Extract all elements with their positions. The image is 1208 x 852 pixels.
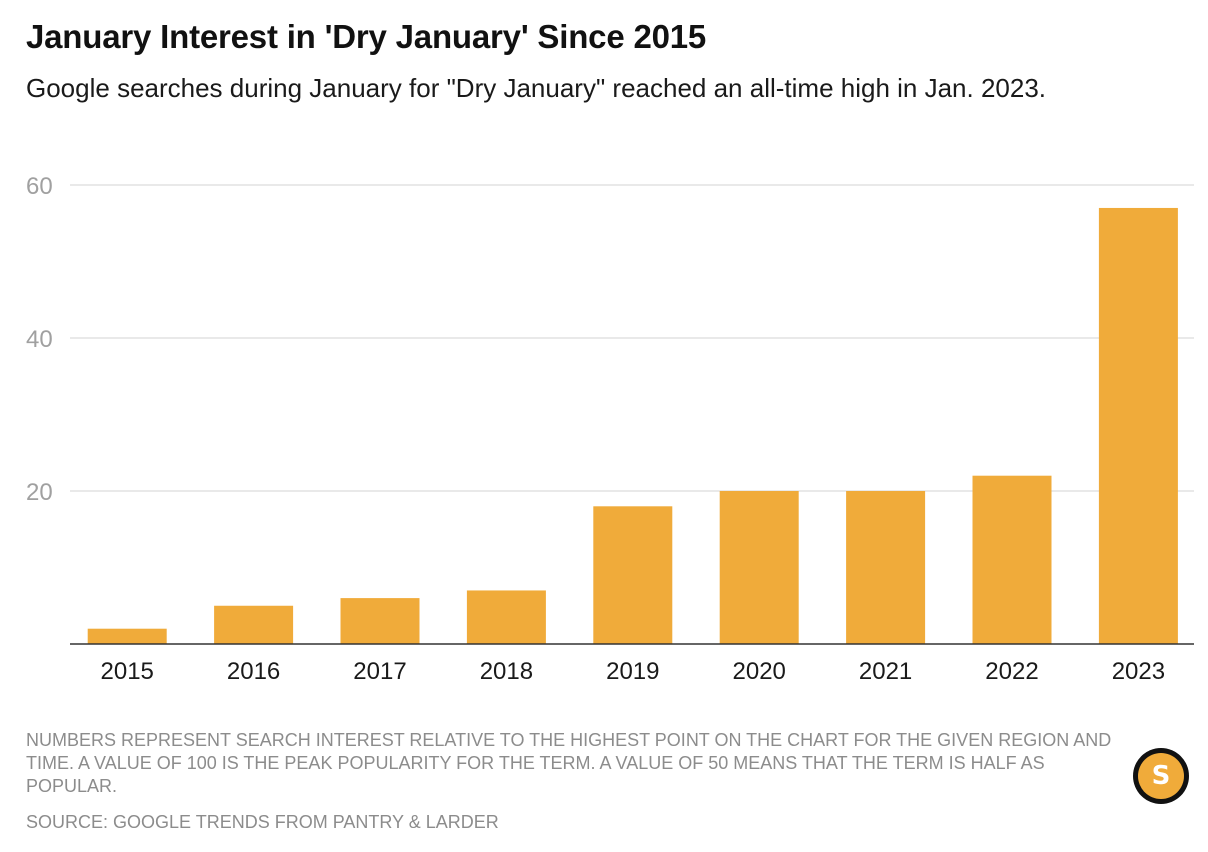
- x-tick-label: 2021: [859, 658, 912, 685]
- brand-logo: S: [1133, 748, 1189, 804]
- x-tick-label: 2022: [985, 658, 1038, 685]
- bar: [972, 475, 1052, 644]
- x-tick-label: 2018: [480, 658, 533, 685]
- x-tick-label: 2019: [606, 658, 659, 685]
- x-tick-label: 2023: [1112, 658, 1165, 685]
- bar: [593, 506, 673, 644]
- x-tick-label: 2017: [353, 658, 406, 685]
- chart-subtitle: Google searches during January for "Dry …: [26, 73, 1047, 103]
- bar: [466, 590, 546, 644]
- chart-source: Source: Google Trends from Pantry & Lard…: [26, 812, 499, 832]
- bar: [1098, 207, 1178, 644]
- x-tick-label: 2020: [733, 658, 786, 685]
- y-tick-label: 20: [26, 479, 53, 506]
- bar-chart: 20 40 60 2015 2016 2017 2018 2019 2020 2021 2022 20…: [26, 173, 1194, 685]
- bar: [87, 628, 167, 644]
- bar: [846, 491, 926, 644]
- y-tick-label: 60: [26, 173, 53, 200]
- x-tick-label: 2016: [227, 658, 280, 685]
- bar: [719, 491, 799, 644]
- x-tick-label: 2015: [101, 658, 154, 685]
- chart-title: January Interest in 'Dry January' Since …: [26, 18, 707, 55]
- y-tick-label: 40: [26, 326, 53, 353]
- bar: [214, 605, 294, 644]
- bar: [340, 598, 420, 644]
- logo-letter: S: [1138, 753, 1184, 799]
- chart-footnote: Numbers represent search interest relati…: [26, 730, 1112, 796]
